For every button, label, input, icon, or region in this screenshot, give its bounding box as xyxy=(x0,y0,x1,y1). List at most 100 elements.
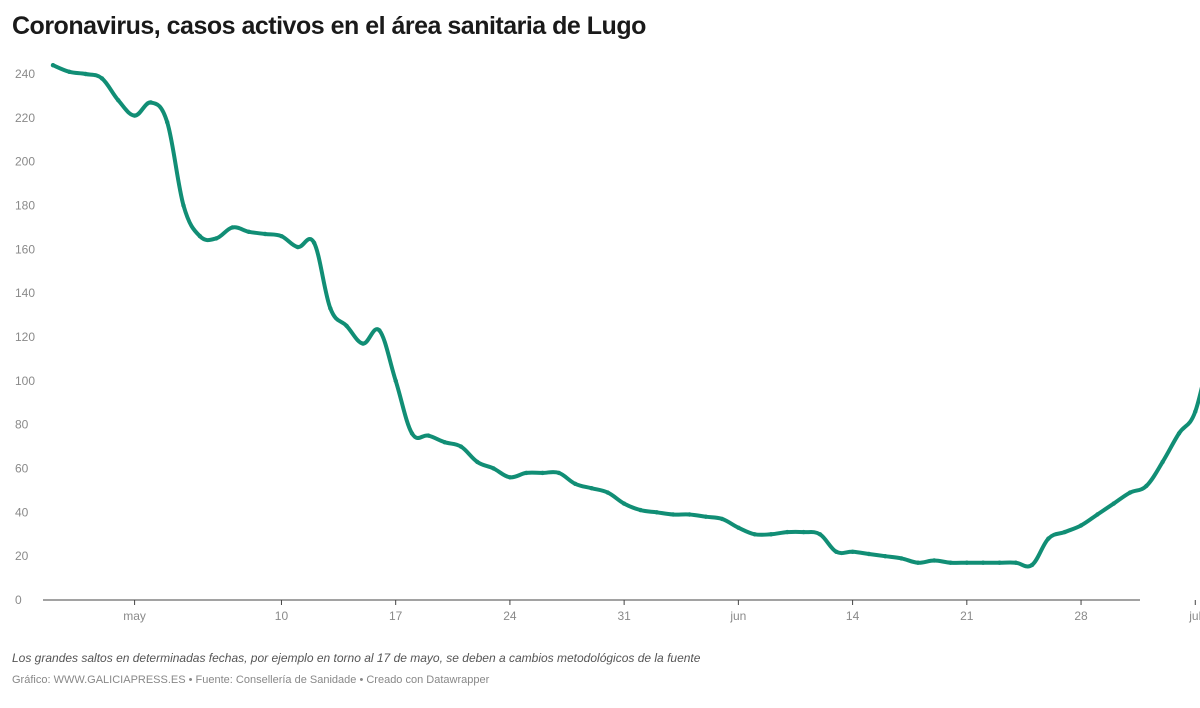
data-point xyxy=(948,560,953,565)
data-point xyxy=(165,120,170,125)
data-point xyxy=(980,560,986,565)
y-tick-label: 200 xyxy=(15,155,35,169)
data-point xyxy=(932,558,937,563)
chart-note: Los grandes saltos en determinadas fecha… xyxy=(12,651,701,665)
data-point xyxy=(654,510,659,515)
data-point xyxy=(556,470,562,476)
data-point xyxy=(899,556,904,561)
y-tick-label: 140 xyxy=(15,286,35,300)
data-point xyxy=(491,466,496,471)
x-tick-label: jun xyxy=(729,609,746,623)
data-point xyxy=(409,431,415,436)
y-tick-label: 220 xyxy=(15,111,35,125)
data-point xyxy=(1127,490,1133,495)
data-point xyxy=(768,532,774,537)
data-point xyxy=(1144,483,1149,489)
y-tick-label: 160 xyxy=(15,242,35,256)
data-point xyxy=(638,507,643,513)
x-tick-label: jul xyxy=(1188,609,1200,623)
data-point xyxy=(344,323,349,329)
data-point xyxy=(817,532,823,537)
y-tick-label: 180 xyxy=(15,199,35,213)
data-point xyxy=(393,378,398,383)
data-point xyxy=(1176,431,1182,436)
data-point xyxy=(262,231,268,237)
chart-title: Coronavirus, casos activos en el área sa… xyxy=(12,12,646,40)
data-point xyxy=(573,481,578,486)
data-point xyxy=(148,100,154,105)
series-line-lugo xyxy=(51,63,1200,569)
y-axis: 0 20 40 60 80 100 120 140 160 180 200 220 240 xyxy=(15,67,35,607)
data-point xyxy=(1029,562,1035,568)
data-point xyxy=(214,236,219,241)
data-point xyxy=(703,514,708,519)
y-tick-label: 240 xyxy=(15,67,35,81)
data-point xyxy=(311,240,317,245)
data-point xyxy=(915,560,921,565)
data-point xyxy=(719,516,725,522)
data-point xyxy=(458,444,464,449)
y-tick-label: 100 xyxy=(15,374,35,388)
data-point xyxy=(1078,523,1084,528)
data-point xyxy=(670,512,676,517)
data-point xyxy=(866,551,872,557)
data-point xyxy=(99,76,105,81)
x-tick-label: 21 xyxy=(960,609,974,623)
data-point xyxy=(279,234,284,239)
x-tick-label: 28 xyxy=(1074,609,1088,623)
data-point xyxy=(540,470,545,476)
data-point xyxy=(230,225,235,230)
data-point xyxy=(1095,512,1100,517)
data-point xyxy=(507,475,513,480)
data-point xyxy=(1111,501,1116,506)
data-point xyxy=(132,113,137,118)
data-point xyxy=(850,549,855,554)
data-point xyxy=(801,529,806,535)
data-point xyxy=(687,512,692,517)
data-point xyxy=(1046,536,1051,541)
data-point xyxy=(785,529,790,535)
x-tick-label: may xyxy=(123,609,146,623)
data-point xyxy=(475,459,480,465)
data-point xyxy=(834,549,839,554)
x-tick-label: 10 xyxy=(275,609,289,623)
x-tick-label: 14 xyxy=(846,609,860,623)
data-point xyxy=(67,69,72,75)
y-tick-label: 80 xyxy=(15,418,29,432)
data-point xyxy=(964,560,969,565)
data-point xyxy=(1062,529,1067,535)
y-tick-label: 0 xyxy=(15,593,22,607)
data-point xyxy=(197,234,203,239)
data-point xyxy=(736,525,741,530)
y-tick-label: 20 xyxy=(15,549,29,563)
data-point xyxy=(50,62,56,68)
data-point xyxy=(377,328,382,333)
data-point xyxy=(589,486,594,491)
data-point xyxy=(295,244,300,250)
data-point xyxy=(1013,560,1018,565)
x-axis: may 10 17 24 31 jun 14 21 28 jul xyxy=(43,599,1200,623)
data-point xyxy=(621,501,627,506)
y-tick-label: 40 xyxy=(15,505,29,519)
data-point xyxy=(246,229,251,234)
y-tick-label: 120 xyxy=(15,330,35,344)
data-point xyxy=(181,203,186,208)
data-point xyxy=(997,560,1002,565)
data-point xyxy=(328,306,333,311)
x-tick-label: 17 xyxy=(389,609,403,623)
data-point xyxy=(752,532,757,537)
data-point xyxy=(524,470,529,476)
data-point xyxy=(442,440,447,445)
data-point xyxy=(426,433,431,438)
x-tick-label: 24 xyxy=(503,609,517,623)
data-point xyxy=(605,490,610,495)
y-tick-label: 60 xyxy=(15,462,29,476)
data-point xyxy=(116,98,121,103)
series-group: Lugo xyxy=(50,62,1200,569)
data-point xyxy=(360,341,366,346)
data-point xyxy=(1193,409,1198,414)
data-point xyxy=(83,71,88,77)
x-tick-label: 31 xyxy=(617,609,631,623)
data-point xyxy=(883,554,888,559)
